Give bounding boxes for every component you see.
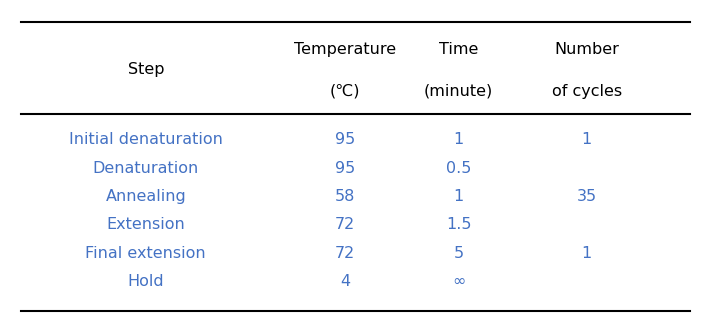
Text: 1: 1: [454, 189, 464, 204]
Text: 1: 1: [582, 246, 592, 261]
Text: Temperature: Temperature: [294, 42, 396, 57]
Text: (℃): (℃): [330, 84, 360, 99]
Text: Number: Number: [554, 42, 619, 57]
Text: Hold: Hold: [127, 274, 164, 289]
Text: 1.5: 1.5: [446, 217, 471, 232]
Text: Extension: Extension: [107, 217, 185, 232]
Text: 95: 95: [335, 160, 355, 176]
Text: 5: 5: [454, 246, 464, 261]
Text: 1: 1: [582, 132, 592, 147]
Text: Final extension: Final extension: [85, 246, 206, 261]
Text: Initial denaturation: Initial denaturation: [69, 132, 223, 147]
Text: 1: 1: [454, 132, 464, 147]
Text: 95: 95: [335, 132, 355, 147]
Text: (minute): (minute): [424, 84, 493, 99]
Text: Denaturation: Denaturation: [92, 160, 199, 176]
Text: 35: 35: [577, 189, 597, 204]
Text: 72: 72: [335, 246, 355, 261]
Text: Annealing: Annealing: [105, 189, 186, 204]
Text: 58: 58: [335, 189, 355, 204]
Text: 0.5: 0.5: [446, 160, 471, 176]
Text: ∞: ∞: [452, 274, 465, 289]
Text: Time: Time: [439, 42, 479, 57]
Text: 4: 4: [340, 274, 350, 289]
Text: of cycles: of cycles: [552, 84, 621, 99]
Text: 72: 72: [335, 217, 355, 232]
Text: Step: Step: [127, 62, 164, 76]
